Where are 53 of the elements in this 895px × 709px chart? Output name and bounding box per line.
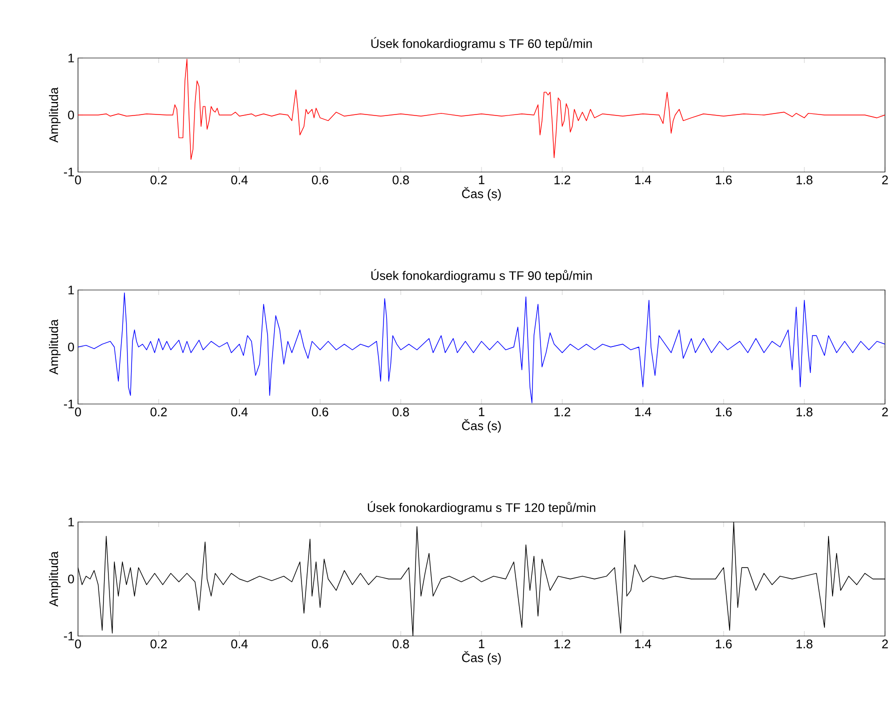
- line-series: [78, 58, 886, 160]
- x-tick-label: 2: [882, 408, 888, 416]
- x-axis-title: Čas (s): [462, 651, 501, 665]
- y-tick-label: -1: [64, 632, 74, 640]
- x-tick-label: 0: [75, 640, 81, 648]
- line-series: [78, 522, 886, 636]
- y-tick-label: 1: [68, 54, 74, 62]
- chart-title: Úsek fonokardiogramu s TF 90 tepů/min: [371, 269, 592, 282]
- x-tick-label: 0.6: [312, 176, 328, 184]
- x-tick-label: 0.6: [312, 408, 328, 416]
- x-tick-label: 1.4: [635, 176, 652, 184]
- x-tick-label: 0.4: [231, 640, 248, 648]
- y-tick-label: 0: [68, 110, 74, 120]
- x-tick-label: 0.8: [392, 408, 409, 416]
- y-axis-title: Amplituda: [48, 87, 61, 143]
- y-axis-title: Amplituda: [48, 551, 61, 607]
- x-tick-label: 1.8: [796, 408, 812, 416]
- x-tick-label: 2: [882, 640, 888, 648]
- x-tick-label: 1.2: [554, 640, 570, 648]
- x-tick-label: 1.2: [554, 408, 570, 416]
- x-tick-label: 0.2: [150, 408, 167, 416]
- x-tick-label: 0.2: [150, 176, 167, 184]
- x-tick-label: 1: [478, 640, 484, 648]
- x-tick-label: 2: [882, 176, 888, 184]
- x-tick-label: 0.2: [150, 640, 167, 648]
- x-tick-label: 0.8: [392, 640, 409, 648]
- x-axis-title: Čas (s): [462, 187, 501, 201]
- x-tick-label: 0.6: [312, 640, 328, 648]
- x-axis-title: Čas (s): [462, 419, 501, 433]
- x-tick-label: 1.4: [635, 640, 652, 648]
- x-tick-label: 1.8: [796, 176, 812, 184]
- x-tick-label: 1: [478, 176, 484, 184]
- x-tick-label: 1.4: [635, 408, 652, 416]
- y-tick-label: 0: [68, 574, 74, 584]
- x-tick-label: 1: [478, 408, 484, 416]
- x-tick-label: 0.4: [231, 408, 248, 416]
- x-tick-label: 0: [75, 408, 81, 416]
- x-tick-label: 1.2: [554, 176, 570, 184]
- x-tick-label: 1.8: [796, 640, 812, 648]
- y-tick-label: -1: [64, 400, 74, 408]
- x-tick-label: 1.6: [716, 640, 732, 648]
- y-tick-label: 0: [68, 342, 74, 352]
- y-axis-title: Amplituda: [48, 319, 61, 375]
- x-tick-label: 0: [75, 176, 81, 184]
- chart-title: Úsek fonokardiogramu s TF 120 tepů/min: [368, 501, 596, 515]
- y-tick-label: 1: [68, 286, 74, 294]
- x-tick-label: 1.6: [716, 176, 732, 184]
- chart-title: Úsek fonokardiogramu s TF 60 tepů/min: [371, 37, 592, 50]
- y-tick-label: 1: [68, 518, 74, 526]
- x-tick-label: 0.4: [231, 176, 248, 184]
- y-tick-label: -1: [64, 168, 74, 176]
- x-tick-label: 1.6: [716, 408, 732, 416]
- x-tick-label: 0.8: [392, 176, 409, 184]
